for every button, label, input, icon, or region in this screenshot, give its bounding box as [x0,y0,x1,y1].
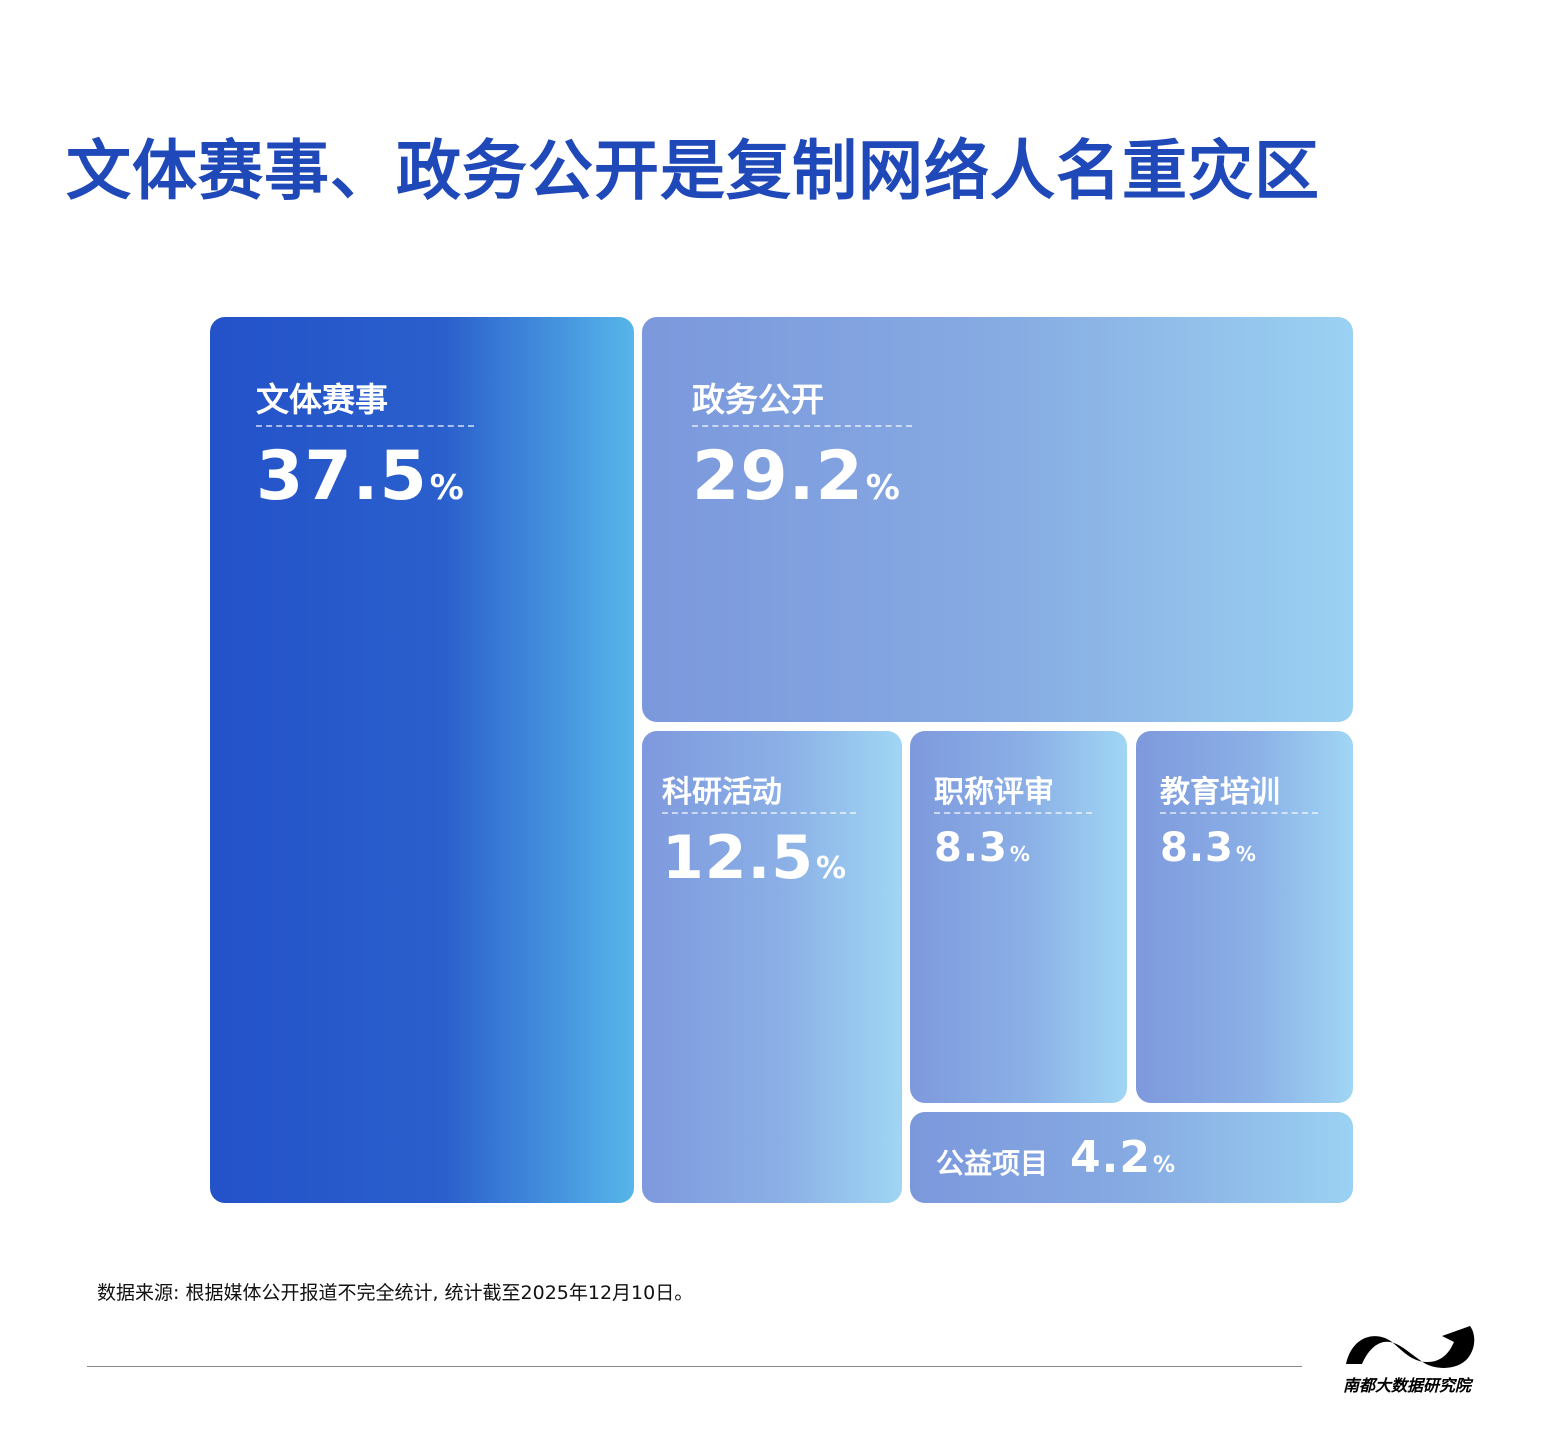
treemap-tile: 文体赛事 37.5% [210,317,634,1203]
tile-label: 职称评审 [934,775,1054,810]
brand-name: 南都大数据研究院 [1343,1376,1472,1395]
tile-value: 12.5% [662,823,848,893]
footer-divider [87,1366,1302,1367]
tile-divider [662,812,856,814]
tile-label: 公益项目 [936,1147,1049,1180]
treemap-tile: 政务公开 29.2% [642,317,1353,722]
tile-label: 科研活动 [662,775,782,810]
source-note: 数据来源: 根据媒体公开报道不完全统计, 统计截至2025年12月10日。 [97,1282,694,1304]
tile-label: 政务公开 [692,380,824,419]
tile-label: 教育培训 [1160,775,1280,810]
treemap-tile: 教育培训 8.3% [1136,731,1353,1103]
tile-value: 8.3% [1160,825,1257,871]
tile-divider [256,425,474,427]
tile-value: 37.5% [256,437,465,516]
tile-divider [934,812,1092,814]
chart-title: 文体赛事、政务公开是复制网络人名重灾区 [66,134,1321,209]
treemap-tile: 职称评审 8.3% [910,731,1127,1103]
tile-divider [1160,812,1318,814]
tile-label: 文体赛事 [256,380,388,419]
treemap-tile: 科研活动 12.5% [642,731,902,1203]
tile-value: 29.2% [692,437,901,516]
tile-value: 8.3% [934,825,1031,871]
tile-divider [692,425,912,427]
brand-logo-icon [1346,1326,1475,1368]
treemap-tile: 公益项目 4.2% [910,1112,1353,1203]
tile-value: 4.2% [1070,1132,1176,1183]
